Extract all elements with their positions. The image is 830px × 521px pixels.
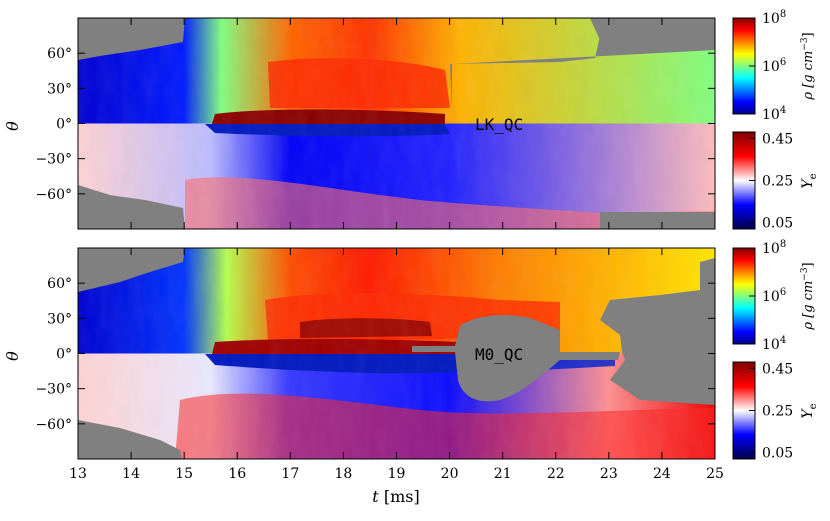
top-grey-mask-right-bottom (600, 212, 715, 229)
x-tick-label: 19 (388, 466, 406, 482)
bottom-grey-mask-lower-left (78, 420, 182, 459)
top-grey-mask-lower-left (78, 185, 185, 229)
y-tick-label: −30° (35, 152, 72, 168)
x-tick-label: 18 (335, 466, 353, 482)
top-grey-mask-upper-left (78, 18, 185, 60)
y-tick-label: 30° (47, 311, 72, 327)
colorbar-tick-label: 104 (762, 105, 786, 123)
colorbar-tick-label: 0.45 (762, 361, 793, 377)
y-tick-label: −30° (35, 382, 72, 398)
x-tick-label: 14 (122, 466, 140, 482)
colorbar-ye-top: 0.45 0.25 0.05 Ye (732, 131, 819, 232)
top-y-axis-label: θ (3, 121, 22, 131)
x-tick-label: 20 (441, 466, 459, 482)
colorbar-tick-label: 0.25 (762, 404, 793, 420)
bottom-y-ticks: 60° 30° 0° −30° −60° (35, 276, 715, 433)
colorbar-rho-bottom: 108 106 104 ρ [g cm−3] (732, 239, 816, 353)
colorbar-tick-label: 108 (762, 9, 786, 27)
x-tick-label: 13 (69, 466, 87, 482)
x-axis-ticks: 13 14 15 16 17 18 19 20 21 22 23 24 25 (69, 18, 724, 482)
colorbar-tick-label: 106 (762, 287, 786, 305)
colorbar-rho-label: ρ [g cm−3] (800, 32, 816, 100)
top-annotation: LK_QC (475, 115, 523, 134)
y-tick-label: 0° (56, 117, 72, 133)
bottom-annotation: M0_QC (475, 345, 523, 364)
colorbar-tick-label: 0.25 (762, 174, 793, 190)
x-tick-label: 25 (706, 466, 724, 482)
colorbar-ye-bottom: 0.45 0.25 0.05 Ye (732, 361, 819, 462)
x-tick-label: 16 (228, 466, 246, 482)
x-tick-label: 22 (547, 466, 565, 482)
bottom-grey-mask-right (600, 258, 715, 405)
top-grey-mask-right (448, 18, 715, 210)
x-axis-label: t [ms] (372, 487, 419, 506)
y-tick-label: 60° (47, 276, 72, 292)
x-tick-label: 17 (281, 466, 299, 482)
x-tick-label: 24 (653, 466, 671, 482)
colorbar-ye-label: Ye (800, 403, 819, 418)
colorbar-tick-label: 0.45 (762, 131, 793, 147)
bottom-panel: M0_QC 60° 30° 0° −30° −60° θ (3, 247, 716, 460)
y-tick-label: −60° (35, 417, 72, 433)
colorbar-rho-top: 108 106 104 ρ [g cm−3] (732, 9, 816, 123)
bottom-y-axis-label: θ (3, 351, 22, 361)
x-tick-label: 21 (494, 466, 512, 482)
y-tick-label: 30° (47, 81, 72, 97)
colorbar-tick-label: 0.05 (762, 216, 793, 232)
y-tick-label: −60° (35, 187, 72, 203)
colorbar-rho-label: ρ [g cm−3] (800, 262, 816, 330)
bottom-grey-mask-center (412, 315, 620, 402)
x-tick-label: 15 (175, 466, 193, 482)
bottom-grey-mask-upper-left (78, 248, 185, 292)
top-y-ticks: 60° 30° 0° −30° −60° (35, 46, 715, 203)
y-tick-label: 0° (56, 347, 72, 363)
colorbar-tick-label: 106 (762, 57, 786, 75)
x-tick-label: 23 (600, 466, 618, 482)
colorbar-tick-label: 104 (762, 335, 786, 353)
top-grey-mask-right-top (590, 18, 715, 40)
colorbar-tick-label: 0.05 (762, 446, 793, 462)
top-panel: LK_QC 60° 30° 0° −30° −60° θ (3, 17, 716, 230)
colorbar-tick-label: 108 (762, 239, 786, 257)
colorbar-ye-label: Ye (800, 173, 819, 188)
y-tick-label: 60° (47, 46, 72, 62)
